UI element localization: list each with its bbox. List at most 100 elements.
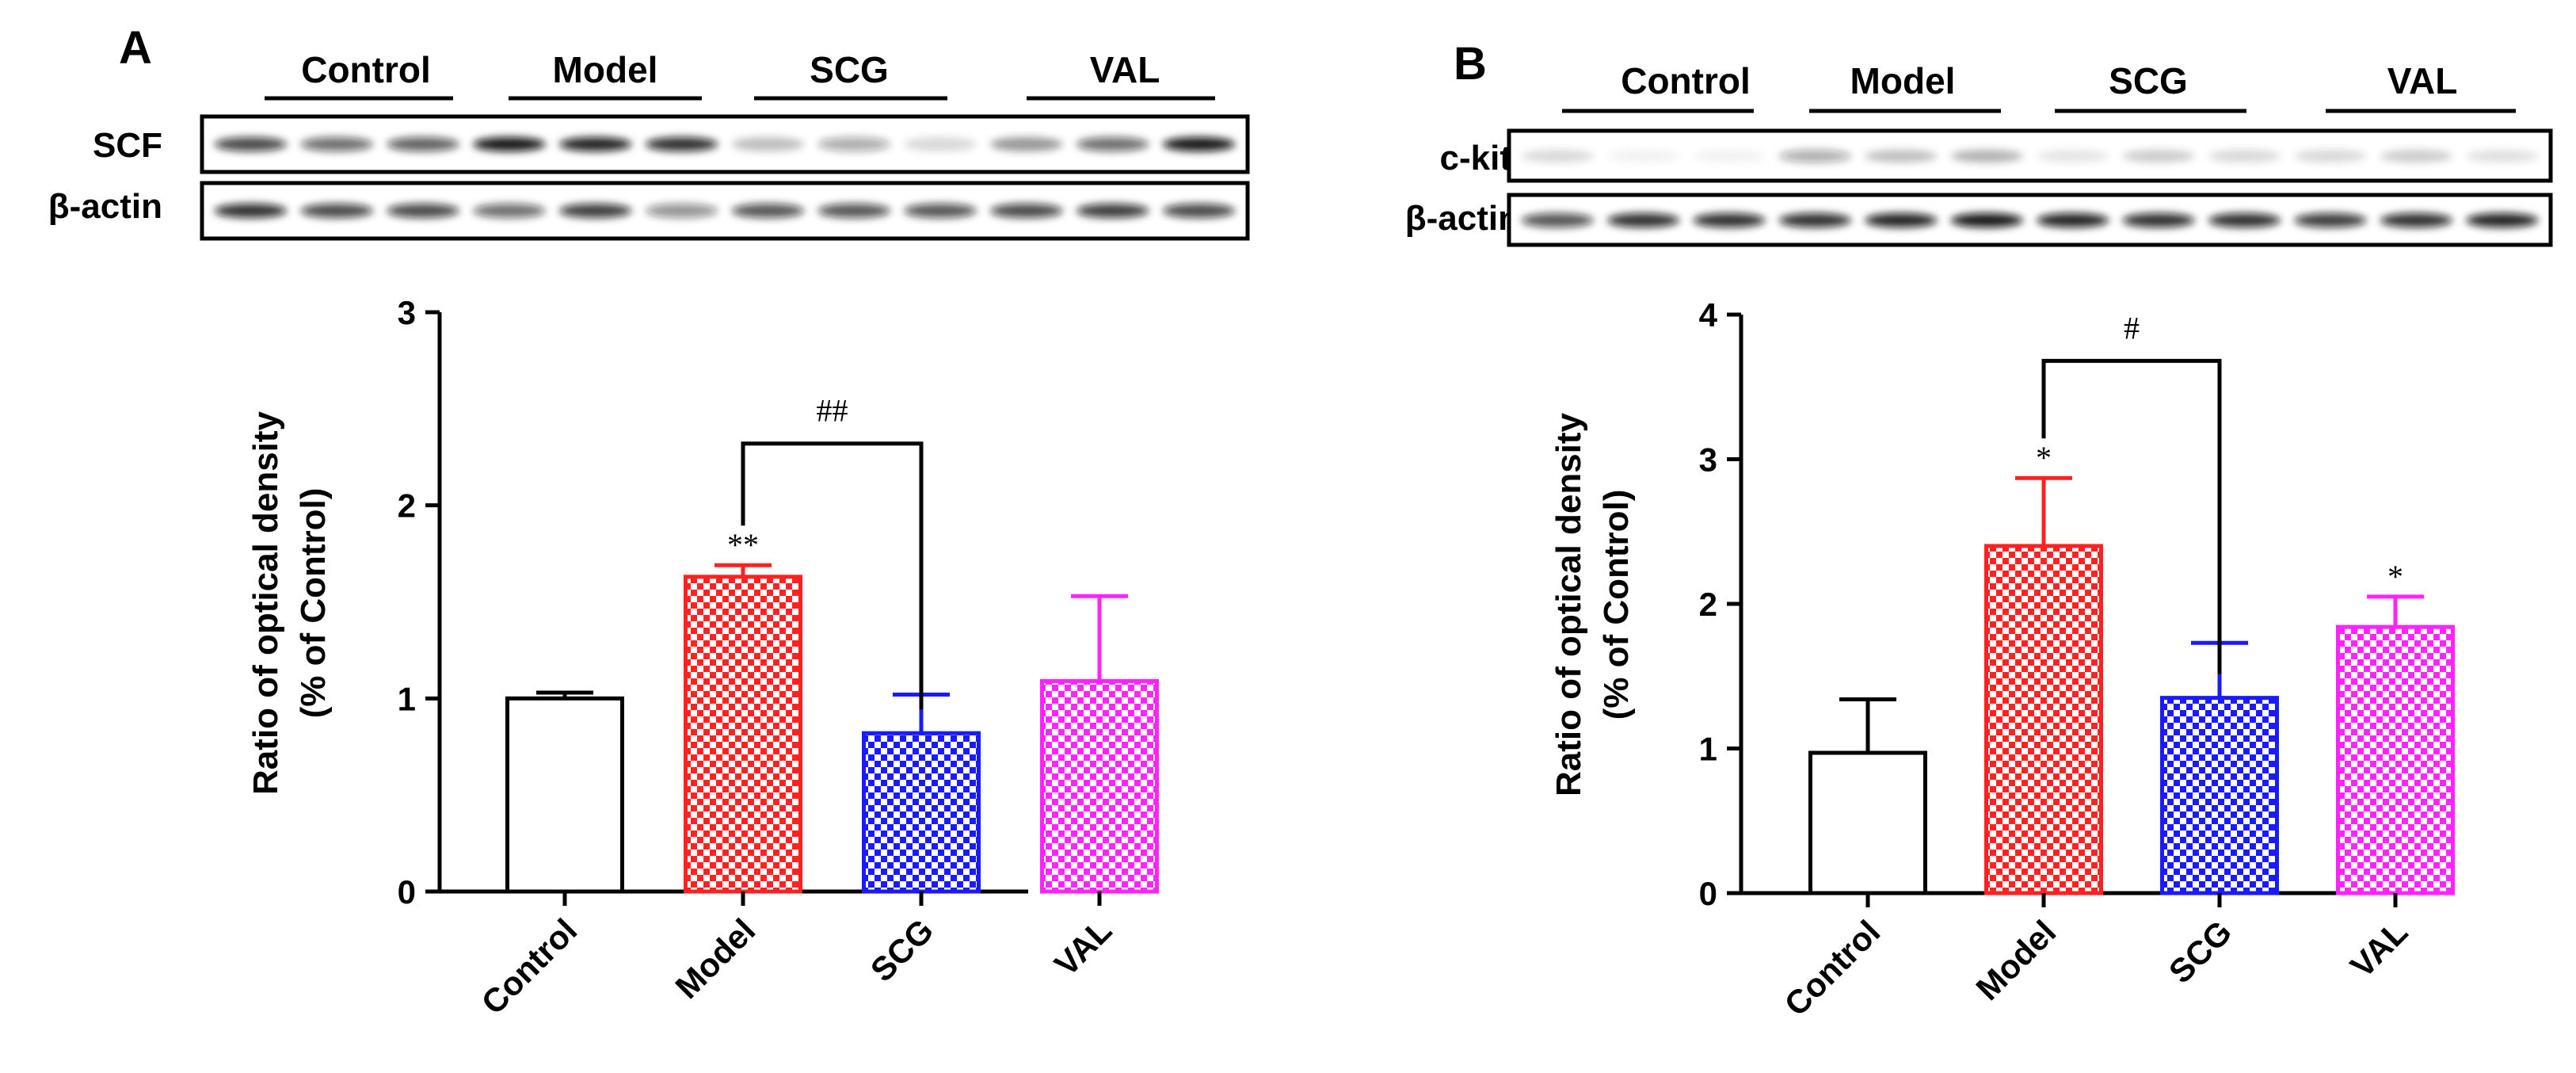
panel-a-actin-band-2 xyxy=(300,204,373,218)
panel-a-x-label-model: Model xyxy=(668,911,762,1006)
panel-a-y-tick-label-0: 0 xyxy=(398,873,416,911)
panel-b-ckit-band-4 xyxy=(1778,150,1851,162)
panel-b-actin-band-9 xyxy=(2208,213,2281,227)
panel-b-blot-group-model: Model xyxy=(1850,60,1956,101)
panel-b-actin-band-12 xyxy=(2466,213,2539,227)
panel-a-blot-group-model: Model xyxy=(553,49,658,90)
panel-a-comparison-bracket xyxy=(741,441,924,710)
panel-b-actin-band-8 xyxy=(2122,213,2195,227)
panel-b-ylabel-line2: (% of Control) xyxy=(1597,490,1636,720)
panel-b-blot-box-ckit xyxy=(1507,128,2553,183)
panel-a-actin-band-11 xyxy=(1077,204,1149,218)
panel-a: A Control Model SCG VAL SCF β-actin Rati… xyxy=(48,22,1250,1021)
panel-b-actin-band-11 xyxy=(2380,213,2452,227)
panel-b-label: B xyxy=(1454,38,1487,90)
panel-a-plot: 0 1 2 3 Control Model ** SCG VAL ## xyxy=(398,294,1159,1021)
panel-a-row-label-actin: β-actin xyxy=(48,187,162,226)
panel-b: B Control Model SCG VAL c-kit β-actin Ra… xyxy=(1405,38,2553,1023)
panel-b-ckit-band-6 xyxy=(1950,150,2023,162)
panel-b-sig-model: * xyxy=(2036,440,2052,475)
panel-a-blot-box-scf xyxy=(200,114,1250,174)
panel-b-actin-band-1 xyxy=(1521,213,1594,227)
panel-a-bar-val xyxy=(1040,678,1159,894)
panel-a-scf-band-3 xyxy=(387,137,459,151)
panel-b-row-label-actin: β-actin xyxy=(1405,199,1519,238)
panel-b-ylabel-line1: Ratio of optical density xyxy=(1549,412,1588,796)
panel-a-blot-box-actin xyxy=(200,181,1250,241)
panel-a-scf-band-10 xyxy=(990,137,1063,151)
panel-b-bar-control xyxy=(1808,750,1927,895)
panel-a-scf-band-7 xyxy=(731,137,805,151)
panel-b-y-tick-label-1: 1 xyxy=(1699,731,1717,768)
panel-a-scf-band-4 xyxy=(473,137,546,151)
panel-a-scf-band-6 xyxy=(645,137,718,151)
panel-b-y-tick-label-3: 3 xyxy=(1699,441,1717,479)
panel-b-actin-band-4 xyxy=(1778,213,1851,227)
panel-a-actin-band-12 xyxy=(1162,204,1236,218)
panel-b-actin-band-6 xyxy=(1950,213,2023,227)
panel-b-y-tick-label-2: 2 xyxy=(1699,586,1717,623)
panel-a-blot-group-val: VAL xyxy=(1090,49,1160,90)
panel-b-bands-actin xyxy=(1521,213,2539,227)
panel-a-bar-model xyxy=(684,575,802,894)
panel-a-scf-band-12 xyxy=(1162,137,1236,151)
panel-a-actin-band-6 xyxy=(645,204,718,218)
panel-b-bar-model xyxy=(1984,544,2103,895)
panel-b-ckit-band-2 xyxy=(1607,150,1680,162)
panel-a-actin-band-9 xyxy=(904,204,977,218)
panel-b-plot: 0 1 2 3 4 Control Model * SCG VAL * # xyxy=(1699,296,2455,1023)
panel-a-actin-band-7 xyxy=(731,204,805,218)
panel-b-blot-group-scg: SCG xyxy=(2109,60,2188,101)
panel-b-actin-band-3 xyxy=(1693,213,1766,227)
panel-b-ckit-band-7 xyxy=(2037,150,2109,162)
panel-a-scf-band-2 xyxy=(300,137,373,151)
panel-b-ckit-band-11 xyxy=(2380,150,2452,162)
panel-b-y-tick-label-4: 4 xyxy=(1699,296,1718,334)
panel-b-ckit-band-5 xyxy=(1865,150,1938,162)
panel-a-bands-scf xyxy=(214,137,1236,151)
panel-b-actin-band-2 xyxy=(1607,213,1680,227)
panel-b-ckit-band-12 xyxy=(2466,150,2539,162)
panel-b-ckit-band-10 xyxy=(2294,150,2367,162)
panel-a-bands-actin xyxy=(214,204,1236,218)
panel-a-actin-band-5 xyxy=(559,204,632,218)
panel-b-blot-group-val: VAL xyxy=(2387,60,2458,101)
panel-a-ylabel-line1: Ratio of optical density xyxy=(246,410,285,795)
panel-a-y-tick-label-1: 1 xyxy=(398,680,416,717)
panel-b-row-label-ckit: c-kit xyxy=(1440,139,1512,178)
panel-a-label: A xyxy=(119,22,152,74)
panel-b-actin-band-5 xyxy=(1865,213,1938,227)
panel-a-scf-band-8 xyxy=(817,137,890,151)
panel-b-blot-group-control: Control xyxy=(1621,60,1751,101)
panel-a-ylabel-line2: (% of Control) xyxy=(294,488,333,719)
panel-a-actin-band-8 xyxy=(817,204,890,218)
panel-a-scf-band-1 xyxy=(214,137,288,151)
panel-b-sig-val: * xyxy=(2387,559,2403,594)
panel-b-x-label-val: VAL xyxy=(2343,913,2414,984)
panel-b-bands-ckit xyxy=(1521,150,2539,162)
panel-a-scf-band-11 xyxy=(1077,137,1149,151)
panel-a-y-tick-label-2: 2 xyxy=(398,487,416,525)
panel-b-comparison-label: # xyxy=(2124,310,2140,346)
panel-b-comparison-bracket xyxy=(2041,358,2222,674)
panel-b-actin-band-7 xyxy=(2037,213,2109,227)
panel-b-x-label-scg: SCG xyxy=(2162,913,2239,991)
panel-a-x-label-scg: SCG xyxy=(863,911,941,989)
panel-a-y-tick-label-3: 3 xyxy=(398,294,416,331)
panel-b-x-label-control: Control xyxy=(1778,913,1888,1023)
panel-b-ckit-band-9 xyxy=(2208,150,2281,162)
panel-a-bar-scg xyxy=(862,731,981,894)
panel-a-scf-band-9 xyxy=(904,137,977,151)
panel-b-y-tick-label-0: 0 xyxy=(1699,875,1717,912)
panel-a-actin-band-3 xyxy=(387,204,459,218)
panel-b-ckit-band-3 xyxy=(1693,150,1766,162)
panel-a-x-label-val: VAL xyxy=(1047,911,1118,983)
panel-b-x-label-model: Model xyxy=(1968,913,2063,1007)
panel-a-row-label-scf: SCF xyxy=(93,126,162,165)
panel-b-ckit-band-1 xyxy=(1521,150,1594,162)
panel-a-actin-band-4 xyxy=(473,204,546,218)
panel-a-x-label-control: Control xyxy=(474,911,585,1021)
panel-b-blot-box-actin xyxy=(1507,193,2553,247)
panel-a-actin-band-1 xyxy=(214,204,288,218)
